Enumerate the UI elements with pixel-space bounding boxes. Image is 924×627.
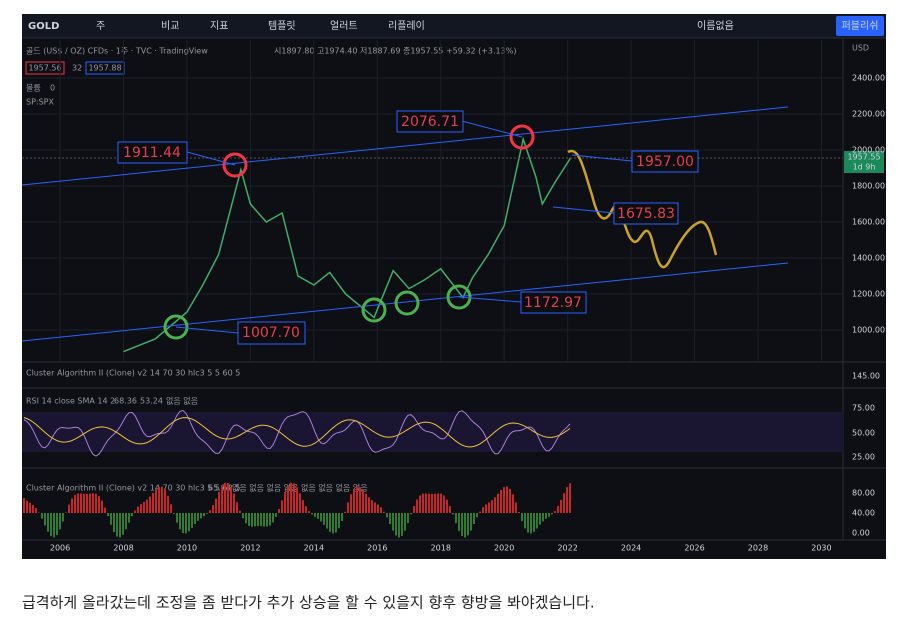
panel-title: Cluster Algorithm II (Clone) v2 14 70 30… (26, 484, 240, 493)
callout-line (571, 154, 633, 162)
annotation: 1675.83 (617, 206, 675, 222)
ask: 1957.88 (88, 64, 121, 73)
price-line (123, 136, 572, 353)
toolbar (22, 14, 886, 38)
annotation-box (237, 321, 306, 345)
y-tick-label: 2000.00 (852, 145, 885, 154)
x-tick-label: 2020 (494, 544, 514, 553)
layout-name[interactable]: 이름없음 (697, 19, 734, 32)
annotation-box (117, 141, 188, 164)
compare-symbol: SP:SPX (26, 98, 55, 107)
highlight-circle (509, 124, 535, 150)
panel-tick: 75.00 (852, 404, 875, 413)
y-tick-label: 1400.00 (852, 253, 885, 262)
spread: 32 (72, 64, 82, 73)
callout-line (458, 296, 522, 303)
x-tick-label: 2030 (811, 544, 831, 553)
last-price: 1957.55 (847, 153, 880, 162)
symbol-title: 골드 (US$ / OZ) CFDs · 1주 · TVC · TradingV… (26, 47, 208, 56)
highlight-circle (222, 152, 248, 178)
highlight-circle (361, 297, 387, 323)
x-tick-label: 2022 (557, 544, 577, 553)
panel-tick: 40.00 (852, 509, 875, 518)
rsi-line (23, 409, 571, 457)
currency: USD (852, 44, 869, 53)
cluster-value: 65.94 (208, 484, 231, 493)
panel-tick: 25.00 (852, 453, 875, 462)
callout-line (461, 120, 523, 138)
rsi-value: 68.36 (114, 397, 137, 406)
indicators[interactable]: 지표 (210, 20, 228, 32)
x-tick-label: 2018 (431, 544, 451, 553)
panel-extra: 없음 없음 없음 없음 없음 없음 없음 없음 (232, 484, 368, 493)
countdown: 1d 9h (853, 163, 876, 172)
rsi-sma-line (23, 417, 571, 448)
compare[interactable]: 비교 (161, 20, 179, 32)
x-tick-label: 2012 (240, 544, 260, 553)
x-tick-label: 2010 (177, 544, 197, 553)
publish-button[interactable] (836, 16, 884, 36)
y-tick-label: 2400.00 (852, 73, 885, 82)
bid-box (25, 61, 65, 75)
x-tick-label: 2028 (748, 544, 768, 553)
highlight-circle (394, 290, 420, 316)
panel-tick: 50.00 (852, 429, 875, 438)
annotation-box (613, 202, 679, 225)
annotation: 1911.44 (123, 145, 181, 161)
panel-tick: 80.00 (852, 489, 875, 498)
y-tick-label: 1800.00 (852, 181, 885, 190)
trend-line (21, 262, 789, 342)
x-tick-label: 2008 (113, 544, 133, 553)
callout-line (175, 326, 239, 334)
annotation: 2076.71 (401, 114, 459, 130)
bid: 1957.56 (28, 64, 61, 73)
y-tick-label: 1000.00 (852, 325, 885, 334)
last-price-tag (844, 151, 884, 173)
ohlc: 시1897.80 고1974.40 저1887.69 종1957.55 +59.… (274, 47, 516, 56)
x-tick-label: 2026 (684, 544, 704, 553)
templates[interactable]: 템플릿 (268, 20, 296, 32)
annotation-box (520, 291, 587, 314)
projection-path (567, 149, 718, 269)
panel-title: Cluster Algorithm II (Clone) v2 14 70 30… (26, 369, 240, 378)
annotation: 1007.70 (242, 325, 300, 341)
y-tick-label: 1600.00 (852, 217, 885, 226)
x-tick-label: 2016 (367, 544, 387, 553)
publish-label[interactable]: 퍼블리쉬 (842, 20, 879, 32)
volume-value: 0 (50, 84, 55, 93)
x-tick-label: 2006 (50, 544, 70, 553)
price-plot (22, 40, 843, 362)
cluster-oscillator (23, 482, 571, 538)
x-tick-label: 2024 (621, 544, 641, 553)
annotation-box (631, 150, 699, 173)
annotation: 1957.00 (636, 154, 694, 170)
volume-label: 볼륨 (26, 83, 41, 93)
panel-title: RSI 14 close SMA 14 2 (26, 397, 115, 406)
caption: 급격하게 올라갔는데 조정을 좀 받다가 추가 상승을 할 수 있을지 향후 향… (22, 594, 595, 612)
annotation: 1172.97 (524, 295, 582, 311)
callout-line (552, 206, 615, 214)
panel-extra: 없음 없음 (166, 397, 198, 406)
interval[interactable]: 주 (96, 21, 105, 32)
y-tick-label: 2200.00 (852, 109, 885, 118)
replay[interactable]: 리플레이 (388, 20, 425, 32)
panel-tick: 145.00 (852, 372, 880, 381)
symbol[interactable]: GOLD (28, 21, 59, 32)
alert[interactable]: 얼러트 (330, 20, 358, 32)
rsi-band (22, 412, 843, 452)
highlight-circle (163, 314, 189, 340)
y-tick-label: 1200.00 (852, 289, 885, 298)
callout-line (186, 151, 236, 166)
x-tick-label: 2014 (304, 544, 324, 553)
annotation-box (396, 110, 464, 133)
panel-tick: 0.00 (852, 529, 870, 538)
trend-line (21, 106, 789, 186)
sma-value: 53.24 (140, 397, 163, 406)
highlight-circle (446, 284, 472, 310)
